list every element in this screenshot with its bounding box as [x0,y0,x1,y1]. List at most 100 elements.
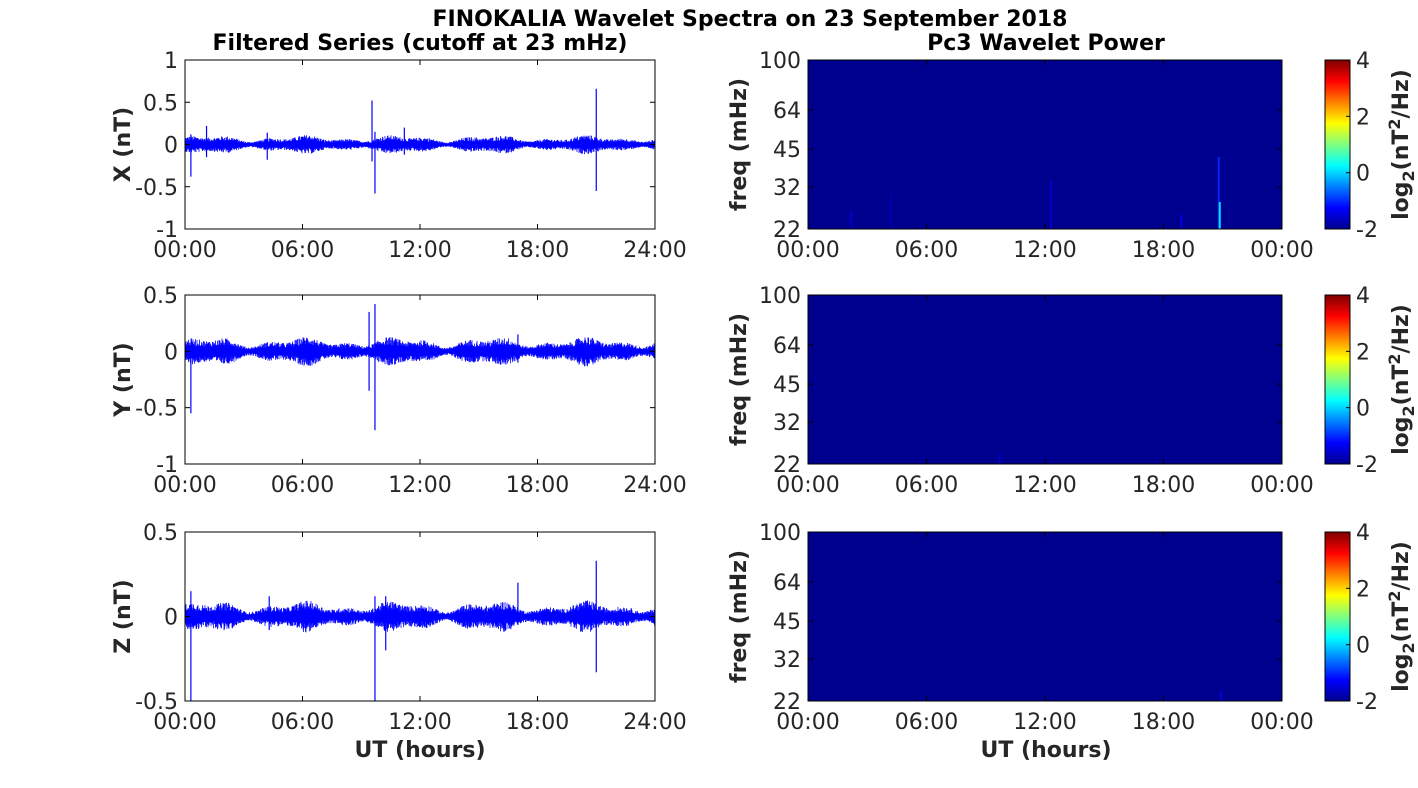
figure-title: FINOKALIA Wavelet Spectra on 23 Septembe… [433,7,1068,32]
y-tick-label: 22 [773,218,801,243]
colorbar-label-part: (nT [1389,130,1414,171]
spectrogram-background [808,295,1282,464]
y-tick-label: 45 [773,138,801,163]
axes-frame [807,294,1283,465]
x-tick-label: 06:00 [895,473,958,498]
colorbar-tick-label: 4 [1356,49,1370,74]
x-tick-label: 06:00 [271,238,334,263]
axes-frame [184,294,656,465]
y-tick-label: 0 [164,134,178,159]
colorbar-label-part: log [1389,416,1414,454]
colorbar-tick-label: -2 [1356,453,1378,478]
y-tick-label: -0.5 [135,397,178,422]
y-tick-label: 32 [773,411,801,436]
y-tick-label: 32 [773,176,801,201]
power-streak [1218,202,1221,229]
colorbar-label-part: /Hz) [1389,69,1414,118]
power-streak [850,210,853,229]
y-tick-label: -0.5 [135,176,178,201]
x-tick-label: 00:00 [153,238,216,263]
y-tick-label: -1 [156,453,178,478]
y-axis-label: X (nT) [111,107,136,182]
x-tick-label: 06:00 [895,238,958,263]
left-column-title: Filtered Series (cutoff at 23 mHz) [213,31,628,56]
y-axis-label: freq (mHz) [727,78,752,211]
y-tick-label: 1 [164,49,178,74]
x-tick-label: 06:00 [271,710,334,735]
x-tick-label: 00:00 [153,710,216,735]
colorbar-tick-label: -2 [1356,690,1378,715]
x-tick-label: 00:00 [1250,710,1313,735]
y-tick-label: 22 [773,690,801,715]
x-tick-label: 06:00 [895,710,958,735]
x-tick-label: 24:00 [623,238,686,263]
y-tick-label: 0.5 [143,284,178,309]
x-tick-label: 00:00 [776,710,839,735]
x-tick-label: 18:00 [506,473,569,498]
colorbar-tick-label: 4 [1356,521,1370,546]
colorbar-label: log2(nT2/Hz) [1385,304,1418,455]
power-streak [889,194,892,229]
x-tick-label: 00:00 [153,473,216,498]
colorbar-label-part: 2 [1385,118,1404,129]
power-streak [1180,214,1183,229]
x-tick-label: 00:00 [1250,473,1313,498]
axes-frame [184,531,656,702]
x-tick-label: 18:00 [506,238,569,263]
y-tick-label: -0.5 [135,690,178,715]
x-tick-label: 18:00 [1132,710,1195,735]
colorbar-tick-label: 0 [1356,162,1370,187]
colorbar-tick-label: -2 [1356,218,1378,243]
colorbar-label-part: 2 [1385,590,1404,601]
y-tick-label: 0 [164,606,178,631]
axes-frame [184,59,656,230]
x-tick-label: 12:00 [1013,473,1076,498]
spectrogram-background [808,532,1282,701]
spectrogram-background [808,60,1282,229]
x-tick-label: 18:00 [506,710,569,735]
colorbar-label-part: 2 [1399,405,1418,416]
y-tick-label: 100 [759,49,801,74]
y-tick-label: 0.5 [143,91,178,116]
colorbar: 4 2 0 -2 log2(nT2/Hz) [1324,49,1418,243]
x-tick-label: 12:00 [388,238,451,263]
axes-frame [807,59,1283,230]
y-tick-label: 0.5 [143,521,178,546]
x-tick-label: 18:00 [1132,238,1195,263]
power-streak [1049,180,1052,229]
panel-x: 1 0.5 0 -0.5 -1 X (nT) 00:00 06:00 12:00 18:00 24:… [111,49,687,263]
colorbar-label: log2(nT2/Hz) [1385,69,1418,220]
x-tick-label: 12:00 [1013,238,1076,263]
x-tick-label: 12:00 [388,473,451,498]
colorbar-gradient [1324,531,1351,702]
panels: 1 0.5 0 -0.5 -1 X (nT) 00:00 06:00 12:00 18:00 24:… [111,49,1418,735]
x-axis-label-right: UT (hours) [980,738,1111,763]
x-tick-label: 00:00 [776,238,839,263]
x-tick-label: 24:00 [623,473,686,498]
y-axis-label: Y (nT) [111,342,136,417]
x-axis-label-left: UT (hours) [354,738,485,763]
power-streak [1219,691,1222,701]
colorbar-label-part: log [1389,653,1414,691]
colorbar-tick-label: 2 [1356,340,1370,365]
y-tick-label: -1 [156,218,178,243]
y-tick-label: 0 [164,340,178,365]
y-tick-label: 64 [773,99,801,124]
x-tick-label: 18:00 [1132,473,1195,498]
colorbar-tick-label: 0 [1356,397,1370,422]
y-tick-label: 22 [773,453,801,478]
y-axis-label: Z (nT) [111,579,136,653]
x-tick-label: 06:00 [271,473,334,498]
y-axis-label: freq (mHz) [727,550,752,683]
y-tick-label: 64 [773,571,801,596]
colorbar-tick-label: 4 [1356,284,1370,309]
y-tick-label: 45 [773,610,801,635]
panel-z: 0.5 0 -0.5 Z (nT) 00:00 06:00 12:00 18:00 24:00 [111,521,687,735]
x-tick-label: 00:00 [1250,238,1313,263]
y-tick-label: 100 [759,284,801,309]
y-tick-label: 100 [759,521,801,546]
